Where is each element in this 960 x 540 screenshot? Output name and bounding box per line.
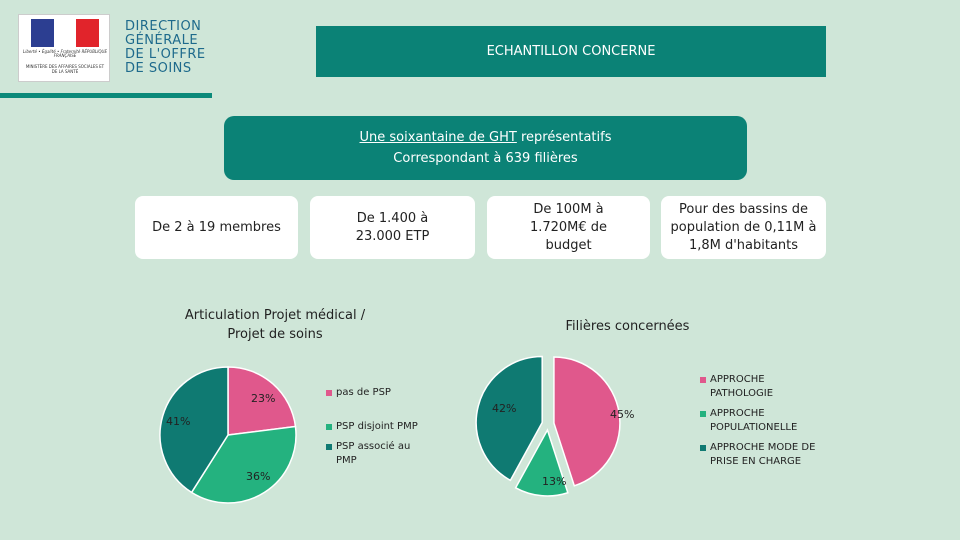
chart1-pie bbox=[159, 366, 297, 504]
pie1-slice-2 bbox=[159, 366, 229, 494]
chart2-legend-text-0: APPROCHE PATHOLOGIE bbox=[710, 374, 774, 399]
card-population: Pour des bassins de population de 0,11M … bbox=[661, 196, 826, 259]
chart1-legend-item-1: PSP disjoint PMP bbox=[326, 420, 426, 434]
chart2-legend-text-2: APPROCHE MODE DE PRISE EN CHARGE bbox=[710, 442, 816, 467]
dgos-line-2: GÉNÉRALE bbox=[125, 33, 199, 48]
chart1-legend-text-0: pas de PSP bbox=[336, 387, 391, 398]
chart1-legend-item-2: PSP associé au PMP bbox=[326, 440, 426, 468]
chart1-legend: pas de PSP PSP disjoint PMP PSP associé … bbox=[326, 386, 426, 474]
chart1-label-2: 41% bbox=[166, 415, 191, 428]
card-membres: De 2 à 19 membres bbox=[135, 196, 298, 259]
legend-swatch-green bbox=[700, 411, 706, 417]
summary-box: Une soixantaine de GHT représentatifs Co… bbox=[224, 116, 747, 180]
legend-swatch-green bbox=[326, 424, 332, 430]
card-membres-text: De 2 à 19 membres bbox=[152, 219, 281, 235]
chart2-legend: APPROCHE PATHOLOGIE APPROCHE POPULATIONE… bbox=[700, 373, 830, 475]
pie2-slice-2 bbox=[475, 355, 543, 482]
header-title: ECHANTILLON CONCERNE bbox=[486, 44, 656, 59]
logo-ministere-text: MINISTÈRE DES AFFAIRES SOCIALES ET DE LA… bbox=[25, 64, 105, 74]
dgos-line-3: DE L'OFFRE bbox=[125, 47, 206, 62]
logo-republique-text: Liberté • Égalité • Fraternité RÉPUBLIQU… bbox=[23, 49, 108, 59]
chart2-label-2: 42% bbox=[492, 402, 517, 415]
pie2-slice-1 bbox=[514, 428, 569, 497]
pie1-slice-1 bbox=[190, 425, 297, 504]
legend-swatch-teal bbox=[700, 445, 706, 451]
chart1-legend-text-2: PSP associé au PMP bbox=[336, 441, 411, 466]
summary-line-2: Correspondant à 639 filières bbox=[393, 151, 578, 166]
chart1-label-0: 23% bbox=[251, 392, 276, 405]
chart2-legend-item-0: APPROCHE PATHOLOGIE bbox=[700, 373, 830, 401]
chart2-label-1: 13% bbox=[542, 475, 567, 488]
summary-underlined: Une soixantaine de GHT bbox=[359, 130, 517, 145]
pie2-slice-0 bbox=[553, 356, 621, 487]
dgos-title: DIRECTION GÉNÉRALE DE L'OFFRE DE SOINS bbox=[125, 20, 235, 76]
dgos-line-4: DE SOINS bbox=[125, 61, 192, 76]
summary-line1-rest: représentatifs bbox=[516, 130, 612, 145]
chart1-title: Articulation Projet médical / Projet de … bbox=[184, 308, 366, 342]
chart2-legend-item-2: APPROCHE MODE DE PRISE EN CHARGE bbox=[700, 441, 830, 469]
chart2-label-0: 45% bbox=[610, 408, 635, 421]
dgos-line-1: DIRECTION bbox=[125, 19, 202, 34]
chart1-legend-text-1: PSP disjoint PMP bbox=[336, 421, 418, 432]
header-banner: ECHANTILLON CONCERNE bbox=[316, 26, 826, 77]
chart2-pie bbox=[475, 355, 621, 497]
card-budget-text: De 100M à 1.720M€ de budget bbox=[529, 201, 608, 253]
chart2-legend-item-1: APPROCHE POPULATIONELLE bbox=[700, 407, 830, 435]
card-budget: De 100M à 1.720M€ de budget bbox=[487, 196, 650, 259]
chart2-title: Filières concernées bbox=[565, 319, 690, 334]
flag-icon bbox=[31, 19, 100, 47]
legend-swatch-pink bbox=[700, 377, 706, 383]
summary-line-1: Une soixantaine de GHT représentatifs bbox=[224, 127, 747, 148]
card-etp: De 1.400 à 23.000 ETP bbox=[310, 196, 475, 259]
chart1-label-1: 36% bbox=[246, 470, 271, 483]
legend-swatch-pink bbox=[326, 390, 332, 396]
chart2-legend-text-1: APPROCHE POPULATIONELLE bbox=[710, 408, 798, 433]
legend-swatch-teal bbox=[326, 444, 332, 450]
republique-logo: Liberté • Égalité • Fraternité RÉPUBLIQU… bbox=[18, 14, 110, 82]
card-population-text: Pour des bassins de population de 0,11M … bbox=[670, 201, 817, 253]
pie1-slice-0 bbox=[227, 366, 297, 436]
chart1-legend-item-0: pas de PSP bbox=[326, 386, 426, 400]
logo-underline bbox=[0, 93, 212, 98]
card-etp-text: De 1.400 à 23.000 ETP bbox=[355, 210, 430, 244]
